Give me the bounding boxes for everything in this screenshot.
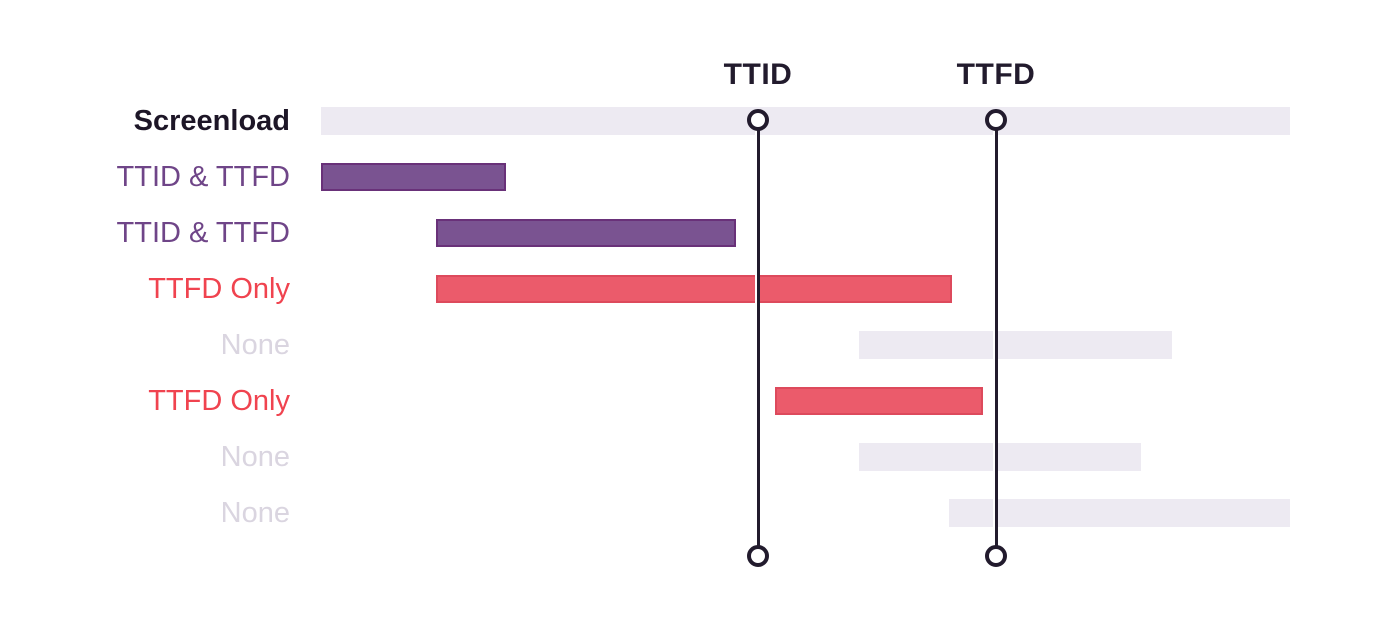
ttid-marker-endpoint-bottom <box>747 545 769 567</box>
row-label-none: None <box>220 496 290 529</box>
span-bar-none <box>859 442 1141 471</box>
row-label-ttid_ttfd: TTID & TTFD <box>116 160 290 193</box>
ttfd-marker-line <box>994 120 998 556</box>
span-bar-ttid_ttfd <box>436 218 736 247</box>
ttid-marker-label: TTID <box>723 58 793 91</box>
row-label-none: None <box>220 440 290 473</box>
ttfd-marker-endpoint-bottom <box>985 545 1007 567</box>
ttid-marker-endpoint-top <box>747 109 769 131</box>
ttid-marker-line <box>756 120 760 556</box>
row-label-ttfd_only: TTFD Only <box>148 384 290 417</box>
span-bar-none <box>859 330 1172 359</box>
span-bar-ttfd_only <box>775 386 983 415</box>
row-label-ttfd_only: TTFD Only <box>148 272 290 305</box>
span-bar-ttid_ttfd <box>321 162 506 191</box>
span-bar-screenload <box>321 106 1290 135</box>
row-label-none: None <box>220 328 290 361</box>
ttfd-marker-endpoint-top <box>985 109 1007 131</box>
ttfd-marker-label: TTFD <box>956 58 1036 91</box>
span-bar-ttfd_only <box>436 274 952 303</box>
row-label-ttid_ttfd: TTID & TTFD <box>116 216 290 249</box>
row-label-screenload: Screenload <box>133 104 290 137</box>
span-bar-none <box>949 498 1290 527</box>
